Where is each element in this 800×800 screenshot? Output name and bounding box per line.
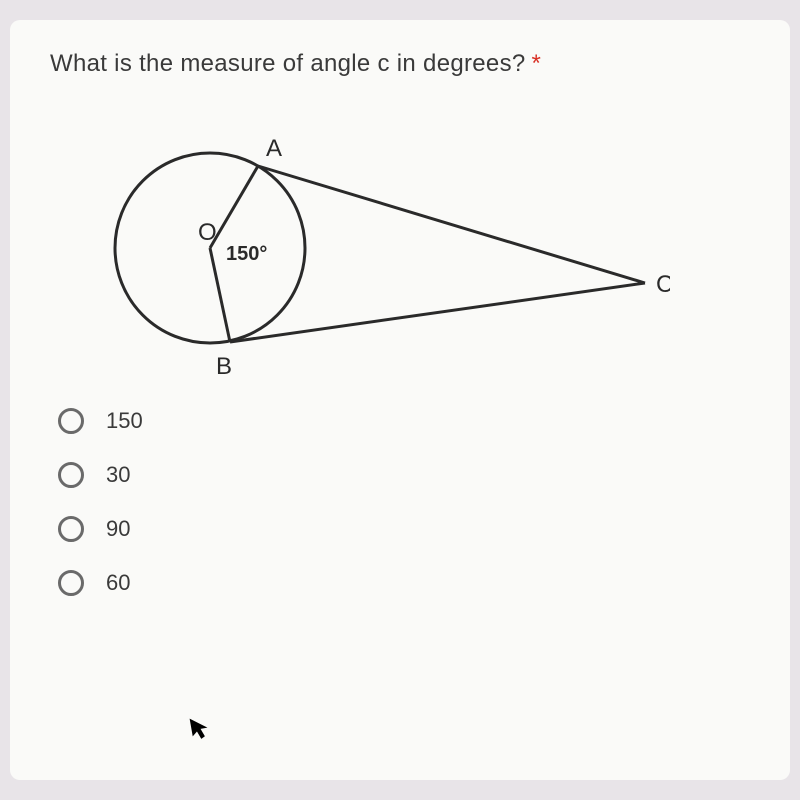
geometry-diagram: A B C O 150°	[50, 108, 670, 388]
required-asterisk: *	[532, 50, 541, 78]
radio-icon[interactable]	[58, 516, 84, 542]
option-row[interactable]: 90	[58, 516, 750, 542]
option-label: 90	[106, 516, 130, 542]
option-row[interactable]: 150	[58, 408, 750, 434]
option-label: 30	[106, 462, 130, 488]
option-row[interactable]: 30	[58, 462, 750, 488]
question-card: What is the measure of angle c in degree…	[10, 20, 790, 780]
radio-icon[interactable]	[58, 570, 84, 596]
line-BC	[230, 283, 645, 342]
option-label: 150	[106, 408, 143, 434]
radio-icon[interactable]	[58, 462, 84, 488]
label-C: C	[656, 271, 670, 298]
question-row: What is the measure of angle c in degree…	[50, 50, 750, 78]
option-row[interactable]: 60	[58, 570, 750, 596]
question-text: What is the measure of angle c in degree…	[50, 50, 526, 78]
options-group: 150 30 90 60	[50, 408, 750, 596]
label-A: A	[266, 135, 282, 162]
option-label: 60	[106, 570, 130, 596]
label-B: B	[216, 353, 232, 380]
label-O: O	[198, 219, 217, 246]
cursor-icon	[187, 714, 212, 750]
radius-OA	[210, 166, 258, 248]
diagram-svg: A B C O 150°	[50, 108, 670, 388]
label-angle: 150°	[226, 243, 267, 265]
radio-icon[interactable]	[58, 408, 84, 434]
line-AC	[258, 166, 645, 283]
